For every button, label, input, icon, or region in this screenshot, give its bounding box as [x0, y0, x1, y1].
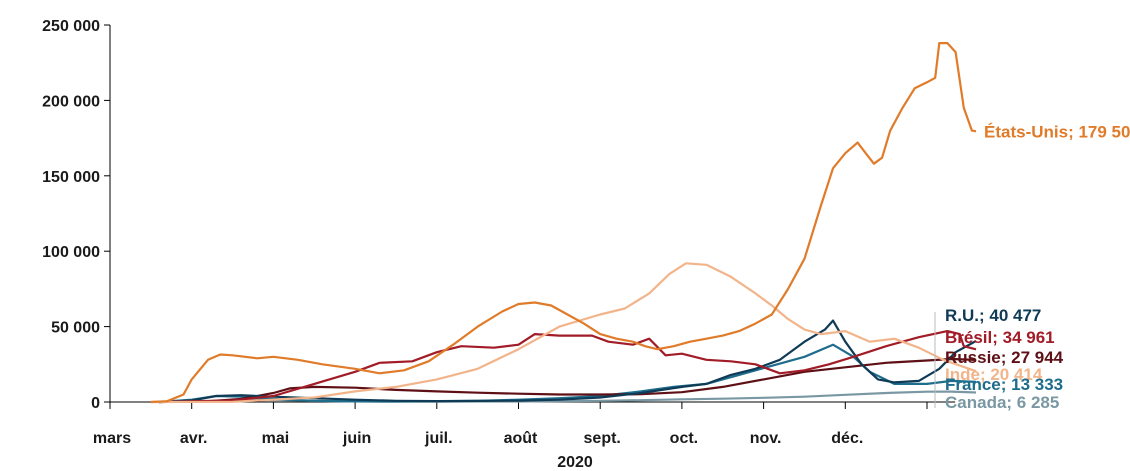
end-label-france: France; 13 333	[945, 375, 1063, 394]
x-tick-label: nov.	[750, 430, 782, 447]
x-tick-label: juin	[342, 430, 371, 447]
y-tick-label: 0	[91, 395, 100, 412]
series-line-inde	[150, 262, 977, 404]
x-axis: mars avr. mai juin juil. août sept. oct. nov. déc…	[93, 401, 956, 447]
end-label-ru: R.U.; 40 477	[945, 306, 1041, 325]
series-line-tatsunis	[150, 42, 977, 404]
end-label-brsil: Brésil; 34 961	[945, 328, 1055, 347]
y-tick-label: 150 000	[42, 169, 100, 186]
x-tick-label: oct.	[670, 430, 698, 447]
y-tick-label: 100 000	[42, 244, 100, 261]
x-tick-label: avr.	[180, 430, 208, 447]
series-lines	[150, 42, 977, 404]
x-tick-label: août	[504, 430, 538, 447]
x-axis-label: 2020	[557, 454, 593, 471]
series-end-labels: États-Unis; 179 504 Inde; 20 414 Brésil; 3…	[934, 122, 1130, 412]
y-axis: 0 50 000 100 000 150 000 200 000 250 000	[42, 18, 111, 412]
end-label-russie: Russie; 27 944	[945, 348, 1064, 367]
x-tick-label: déc.	[831, 430, 863, 447]
y-tick-label: 250 000	[42, 18, 100, 35]
x-tick-label: sept.	[584, 430, 621, 447]
y-tick-label: 200 000	[42, 93, 100, 110]
x-tick-label: juil.	[424, 430, 453, 447]
series-line-russie	[158, 357, 977, 404]
end-label-canada: Canada; 6 285	[945, 393, 1059, 412]
x-tick-label: mars	[93, 430, 131, 447]
x-tick-label: mai	[262, 430, 290, 447]
end-label-etatsunis: États-Unis; 179 504	[984, 122, 1130, 141]
y-tick-label: 50 000	[51, 320, 100, 337]
series-line-brsil	[158, 330, 977, 404]
end-label-inde: Inde; 20 414	[945, 365, 1043, 384]
